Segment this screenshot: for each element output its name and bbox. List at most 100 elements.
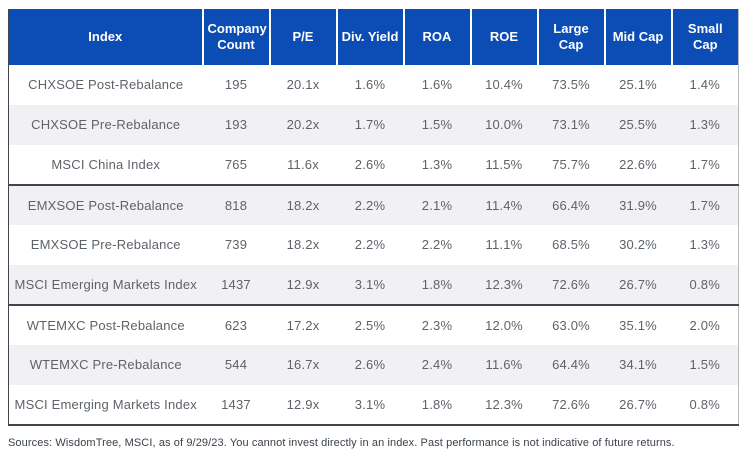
table-body: CHXSOE Post-Rebalance 195 20.1x 1.6% 1.6% 10.… (8, 65, 739, 425)
table-cell: 31.9% (604, 184, 672, 225)
table-cell: 16.7x (269, 344, 337, 385)
table-cell: 193 (202, 104, 270, 145)
table-cell: 1.8% (421, 396, 453, 412)
table-row: MSCI China Index 765 11.6x 2.6% 1.3% 11.5% 75.… (8, 144, 739, 186)
table-cell: 22.6% (604, 144, 672, 186)
table-cell: 11.4% (470, 184, 538, 225)
table-cell: 20.2x (269, 104, 337, 145)
table-cell: 623 (224, 317, 248, 333)
table-cell: 10.0% (470, 104, 538, 145)
index-name-cell: WTEMXC Pre-Rebalance (8, 344, 203, 385)
table-row: CHXSOE Pre-Rebalance 193 20.2x 1.7% 1.5% 10.0… (8, 104, 739, 145)
column-header: ROA (402, 9, 471, 65)
table-cell: 35.1% (619, 317, 657, 333)
column-header: Div. Yield (335, 9, 404, 65)
index-name-cell: CHXSOE Post-Rebalance (28, 77, 184, 92)
table-row: EMXSOE Pre-Rebalance 739 18.2x 2.2% 2.2% 11.1… (9, 225, 739, 265)
table-cell: 1437 (221, 396, 251, 412)
table-cell: 12.9x (286, 396, 320, 412)
table-cell: 72.6% (537, 264, 605, 306)
table-cell: 25.1% (619, 77, 657, 92)
table-cell: 195 (224, 77, 248, 92)
table-cell: 765 (202, 144, 270, 186)
table-cell: 2.0% (689, 317, 720, 333)
table-cell: 1.6% (354, 77, 386, 92)
table-cell: 739 (224, 237, 248, 252)
index-name-cell: MSCI China Index (8, 144, 203, 186)
index-fundamentals-table: Index Company Count P/E Div. Yield ROA ROE Lar… (8, 9, 739, 426)
header-row: Index Company Count P/E Div. Yield ROA ROE Lar… (8, 9, 739, 65)
index-name-cell: WTEMXC Post-Rebalance (26, 317, 185, 333)
table-cell: 25.5% (604, 104, 672, 145)
table-cell: 18.2x (269, 184, 337, 225)
table-cell: 12.9x (269, 264, 337, 306)
table-cell: 75.7% (537, 144, 605, 186)
table-cell: 1.3% (671, 104, 739, 145)
table-cell: 2.2% (421, 237, 453, 252)
table-cell: 1.3% (403, 144, 471, 186)
index-name-cell: MSCI Emerging Markets Index (8, 264, 203, 306)
table-cell: 10.4% (485, 77, 523, 92)
table-cell: 2.5% (354, 317, 386, 333)
table-row: EMXSOE Post-Rebalance 818 18.2x 2.2% 2.1% 11.… (8, 184, 739, 225)
table-cell: 3.1% (354, 396, 386, 412)
table-cell: 544 (202, 344, 270, 385)
index-name-cell: EMXSOE Pre-Rebalance (30, 237, 181, 252)
column-header: P/E (268, 9, 337, 65)
table-cell: 0.8% (689, 396, 720, 412)
column-header: Index (8, 9, 203, 65)
table-cell: 2.6% (336, 344, 404, 385)
table-cell: 11.1% (485, 237, 523, 252)
table-cell: 2.3% (421, 317, 453, 333)
table-cell: 72.6% (552, 396, 590, 412)
table-cell: 818 (202, 184, 270, 225)
column-header: Small Cap (670, 9, 739, 65)
table-cell: 26.7% (619, 396, 657, 412)
table-cell: 66.4% (537, 184, 605, 225)
table-cell: 1.8% (403, 264, 471, 306)
table-cell: 1.6% (421, 77, 453, 92)
table-row: CHXSOE Post-Rebalance 195 20.1x 1.6% 1.6% 10.… (9, 65, 739, 105)
table-cell: 1.7% (671, 184, 739, 225)
table-cell: 63.0% (552, 317, 590, 333)
table-cell: 26.7% (604, 264, 672, 306)
table-row: MSCI Emerging Markets Index 1437 12.9x 3.1%… (8, 264, 739, 306)
index-name-cell: EMXSOE Post-Rebalance (8, 184, 203, 225)
table-cell: 12.3% (470, 264, 538, 306)
table-cell: 2.4% (403, 344, 471, 385)
table-cell: 1.4% (689, 77, 720, 92)
table-cell: 12.0% (485, 317, 523, 333)
column-header: Company Count (201, 9, 270, 65)
table-cell: 3.1% (336, 264, 404, 306)
table-cell: 1.3% (689, 237, 720, 252)
table-row: WTEMXC Pre-Rebalance 544 16.7x 2.6% 2.4% 11.6… (8, 344, 739, 385)
table-cell: 2.6% (336, 144, 404, 186)
table-cell: 73.1% (537, 104, 605, 145)
table-cell: 20.1x (286, 77, 320, 92)
table-cell: 12.3% (485, 396, 523, 412)
table-cell: 2.2% (336, 184, 404, 225)
index-name-cell: CHXSOE Pre-Rebalance (8, 104, 203, 145)
table-cell: 68.5% (552, 237, 590, 252)
table-cell: 11.6% (470, 344, 538, 385)
column-header: Large Cap (536, 9, 605, 65)
table-cell: 17.2x (286, 317, 320, 333)
table-cell: 2.2% (354, 237, 386, 252)
table-cell: 73.5% (552, 77, 590, 92)
table-cell: 1437 (202, 264, 270, 306)
table-cell: 0.8% (671, 264, 739, 306)
table-cell: 18.2x (286, 237, 320, 252)
sources-disclaimer: Sources: WisdomTree, MSCI, as of 9/29/23… (8, 437, 675, 449)
table-cell: 30.2% (619, 237, 657, 252)
column-header: Mid Cap (603, 9, 672, 65)
table-row: MSCI Emerging Markets Index 1437 12.9x 3.1%… (9, 385, 739, 425)
table-cell: 1.5% (403, 104, 471, 145)
table-cell: 34.1% (604, 344, 672, 385)
table-cell: 11.6x (269, 144, 337, 186)
table-header: Index Company Count P/E Div. Yield ROA ROE Lar… (8, 9, 739, 65)
table-row: WTEMXC Post-Rebalance 623 17.2x 2.5% 2.3% 12.… (9, 305, 739, 345)
table-cell: 1.5% (671, 344, 739, 385)
table-cell: 64.4% (537, 344, 605, 385)
table-cell: 2.1% (403, 184, 471, 225)
